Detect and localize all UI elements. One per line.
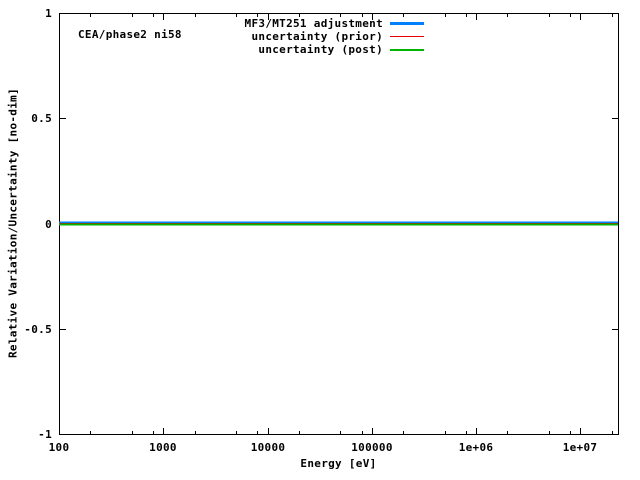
y-tick-label: 0.5 <box>31 112 52 125</box>
y-tick-label: -1 <box>38 428 52 441</box>
legend-line-sample <box>390 22 424 25</box>
x-tick-label: 1e+07 <box>563 441 598 454</box>
x-tick-label: 10000 <box>251 441 286 454</box>
legend-line-sample <box>390 36 424 37</box>
y-tick-label: -0.5 <box>24 323 52 336</box>
plot-label: CEA/phase2 ni58 <box>78 28 182 41</box>
legend-item: uncertainty (prior) <box>245 30 424 43</box>
x-tick-label: 1000 <box>149 441 177 454</box>
legend-item: MF3/MT251 adjustment <box>245 17 424 30</box>
legend-label: MF3/MT251 adjustment <box>244 17 383 30</box>
y-tick-label: 0 <box>45 218 52 231</box>
y-tick-label: 1 <box>45 7 52 20</box>
legend-line-sample <box>390 48 424 51</box>
y-axis-title: Relative Variation/Uncertainty [no-dim] <box>6 88 20 358</box>
x-tick-label: 100000 <box>351 441 393 454</box>
legend-label: uncertainty (post) <box>258 43 383 56</box>
x-tick-label: 1e+06 <box>459 441 494 454</box>
legend: MF3/MT251 adjustment uncertainty (prior)… <box>245 17 424 56</box>
legend-label: uncertainty (prior) <box>251 30 383 43</box>
x-tick-label: 100 <box>49 441 70 454</box>
x-axis-title: Energy [eV] <box>300 457 377 470</box>
legend-item: uncertainty (post) <box>245 43 424 56</box>
